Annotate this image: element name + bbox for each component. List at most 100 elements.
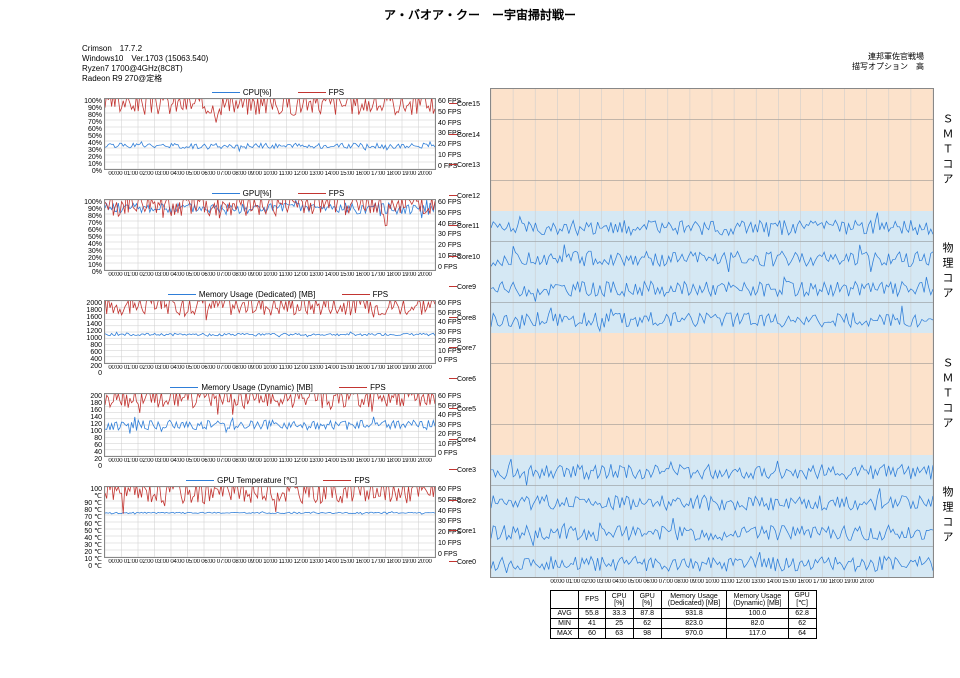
- stats-col: GPU[%]: [633, 591, 661, 609]
- xaxis-cpu: 00:00 01:00 02:00 03:00 04:00 05:00 06:0…: [104, 171, 436, 177]
- stats-cell: 63: [605, 629, 633, 639]
- core-tick: [449, 317, 457, 318]
- region-label-smt: ＳＭＴコア: [939, 333, 955, 455]
- yaxis-right: 60 FPS50 FPS40 FPS30 FPS20 FPS10 FPS0 FP…: [436, 393, 466, 457]
- core-tick: [449, 164, 457, 165]
- core-tick: [449, 561, 457, 562]
- system-info: Crimson 17.7.2Windows10 Ver.1703 (15063.…: [82, 44, 208, 84]
- chart-mem-dedicated: Memory Usage (Dedicated) [MB] FPS 200018…: [82, 290, 466, 371]
- core-label: Core12: [457, 193, 480, 200]
- stats-col: Memory Usage(Dedicated) [MB]: [661, 591, 727, 609]
- core-tick: [449, 134, 457, 135]
- stats-cell: 98: [633, 629, 661, 639]
- core-label: Core1: [457, 528, 476, 535]
- stats-col: CPU[%]: [605, 591, 633, 609]
- xaxis-gpu: 00:00 01:00 02:00 03:00 04:00 05:00 06:0…: [104, 272, 436, 278]
- core-label: Core3: [457, 467, 476, 474]
- core-tick: [449, 347, 457, 348]
- stats-col: GPU[℃]: [788, 591, 816, 609]
- xaxis-mem-dynamic: 00:00 01:00 02:00 03:00 04:00 05:00 06:0…: [104, 458, 436, 464]
- core-label: Core2: [457, 498, 476, 505]
- right-info: 連邦軍佐官戦場描写オプション 高: [852, 52, 924, 72]
- core-xaxis: 00:00 01:00 02:00 03:00 04:00 05:00 06:0…: [490, 579, 934, 585]
- core-lane-core1: Core1: [491, 516, 933, 547]
- core-tick: [449, 195, 457, 196]
- stats-cell: 100.0: [727, 609, 788, 619]
- stats-col: FPS: [579, 591, 606, 609]
- core-label: Core6: [457, 376, 476, 383]
- core-tick: [449, 500, 457, 501]
- stats-header-row: FPSCPU[%]GPU[%]Memory Usage(Dedicated) […: [551, 591, 817, 609]
- core-label: Core13: [457, 162, 480, 169]
- yaxis-left: 200180160140120100806040200: [82, 393, 104, 457]
- stats-cell: MIN: [551, 619, 579, 629]
- chart-mem-dynamic: Memory Usage (Dynamic) [MB] FPS 20018016…: [82, 383, 466, 464]
- core-lane-core15: Core15: [491, 89, 933, 120]
- yaxis-right: 60 FPS50 FPS40 FPS30 FPS20 FPS10 FPS0 FP…: [436, 300, 466, 364]
- stats-cell: 25: [605, 619, 633, 629]
- yaxis-left: 100%90%80%70%60%50%40%30%20%10%0%: [82, 98, 104, 170]
- stats-cell: 82.0: [727, 619, 788, 629]
- stats-cell: 64: [788, 629, 816, 639]
- plot-cpu: [104, 98, 436, 170]
- stats-row: MAX606398970.0117.064: [551, 629, 817, 639]
- chart-gpu: GPU[%] FPS 100%90%80%70%60%50%40%30%20%1…: [82, 189, 466, 278]
- legend-cpu: CPU[%] FPS: [82, 88, 466, 97]
- core-label: Core5: [457, 406, 476, 413]
- core-label: Core9: [457, 284, 476, 291]
- stats-cell: 87.8: [633, 609, 661, 619]
- core-tick: [449, 439, 457, 440]
- core-lane-core6: Core6: [491, 364, 933, 395]
- stats-col: Memory Usage(Dynamic) [MB]: [727, 591, 788, 609]
- stats-cell: 62.8: [788, 609, 816, 619]
- core-tick: [449, 256, 457, 257]
- core-label: Core0: [457, 559, 476, 566]
- core-lane-core11: Core11: [491, 211, 933, 242]
- stats-cell: 41: [579, 619, 606, 629]
- stats-cell: 62: [633, 619, 661, 629]
- core-tick: [449, 408, 457, 409]
- stats-cell: AVG: [551, 609, 579, 619]
- stats-cell: 33.3: [605, 609, 633, 619]
- legend-mem-dynamic: Memory Usage (Dynamic) [MB] FPS: [82, 383, 466, 392]
- plot-gpu-temp: [104, 486, 436, 558]
- core-lane-core12: Core12: [491, 181, 933, 212]
- stats-col: [551, 591, 579, 609]
- region-label-smt: ＳＭＴコア: [939, 89, 955, 211]
- plot-gpu: [104, 199, 436, 271]
- core-lane-core9: Core9: [491, 272, 933, 303]
- core-lane-core3: Core3: [491, 455, 933, 486]
- stats-cell: MAX: [551, 629, 579, 639]
- yaxis-left: 100 ℃90 ℃80 ℃70 ℃60 ℃50 ℃40 ℃30 ℃20 ℃10 …: [82, 486, 104, 558]
- stats-cell: 62: [788, 619, 816, 629]
- stats-body: AVG55.833.387.8931.8100.062.8MIN41256282…: [551, 609, 817, 639]
- core-tick: [449, 469, 457, 470]
- stats-cell: 823.0: [661, 619, 727, 629]
- legend-mem-dedicated: Memory Usage (Dedicated) [MB] FPS: [82, 290, 466, 299]
- stats-cell: 55.8: [579, 609, 606, 619]
- xaxis-mem-dedicated: 00:00 01:00 02:00 03:00 04:00 05:00 06:0…: [104, 365, 436, 371]
- core-stack: Core15 Core14 Core13 Core12 Core11 Core1…: [490, 88, 934, 578]
- legend-gpu: GPU[%] FPS: [82, 189, 466, 198]
- core-lane-core0: Core0: [491, 547, 933, 578]
- region-label-phys: 物理コア: [939, 455, 955, 577]
- core-lane-core14: Core14: [491, 120, 933, 151]
- stats-table: FPSCPU[%]GPU[%]Memory Usage(Dedicated) […: [550, 590, 817, 639]
- stats-cell: 970.0: [661, 629, 727, 639]
- yaxis-left: 100%90%80%70%60%50%40%30%20%10%0%: [82, 199, 104, 271]
- core-tick: [449, 286, 457, 287]
- core-tick: [449, 530, 457, 531]
- yaxis-left: 2000180016001400120010008006004002000: [82, 300, 104, 364]
- plot-mem-dynamic: [104, 393, 436, 457]
- stats-cell: 60: [579, 629, 606, 639]
- core-lane-core10: Core10: [491, 242, 933, 273]
- core-tick: [449, 378, 457, 379]
- plot-mem-dedicated: [104, 300, 436, 364]
- core-label: Core7: [457, 345, 476, 352]
- chart-cpu: CPU[%] FPS 100%90%80%70%60%50%40%30%20%1…: [82, 88, 466, 177]
- core-lane-core5: Core5: [491, 394, 933, 425]
- region-label-phys: 物理コア: [939, 211, 955, 333]
- core-lane-core7: Core7: [491, 333, 933, 364]
- core-label: Core4: [457, 437, 476, 444]
- core-lane-core2: Core2: [491, 486, 933, 517]
